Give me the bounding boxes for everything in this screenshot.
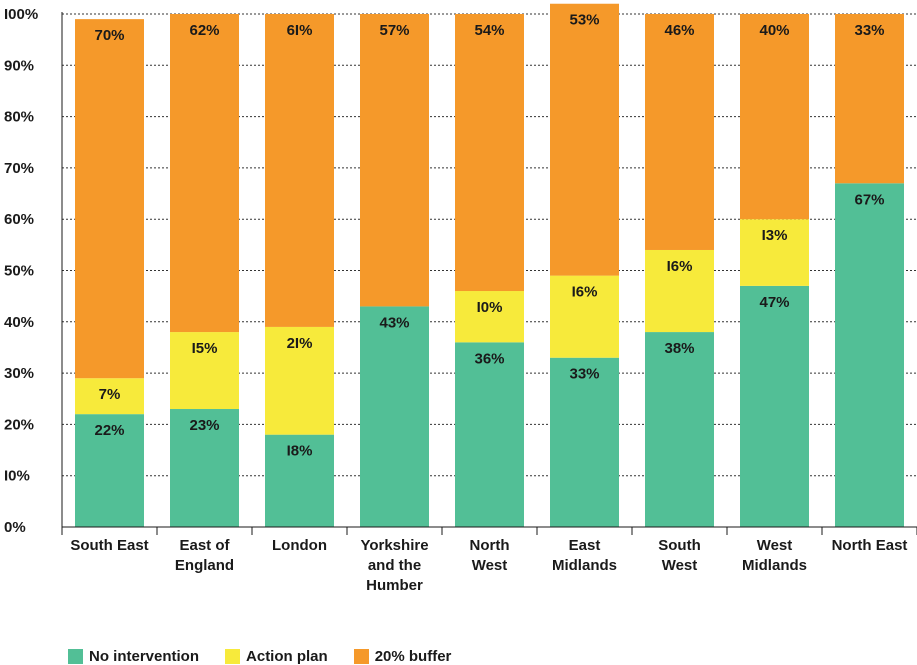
y-tick-label: I00%: [4, 6, 38, 23]
data-label: I3%: [762, 227, 788, 244]
bar-segment-20-buffer: [265, 14, 334, 327]
y-tick-label: 30%: [4, 365, 34, 382]
y-tick-label: 50%: [4, 263, 34, 280]
y-tick-label: 70%: [4, 160, 34, 177]
data-label: I6%: [667, 258, 693, 275]
bar-segment-action-plan: [170, 332, 239, 410]
bar-segment-no-intervention: [360, 306, 429, 527]
data-label: 7%: [99, 386, 121, 403]
data-label: 47%: [759, 294, 789, 311]
bar-segment-20-buffer: [645, 14, 714, 250]
y-tick-label: I0%: [4, 468, 30, 485]
data-label: 57%: [379, 22, 409, 39]
x-category-label: East of England: [175, 537, 234, 574]
data-label: 23%: [189, 417, 219, 434]
data-label: 43%: [379, 314, 409, 331]
x-category-label: South West: [658, 537, 701, 574]
legend-item-action-plan: Action plan: [225, 648, 328, 665]
legend-label-20-buffer: 20% buffer: [374, 648, 452, 665]
data-label: I5%: [192, 340, 218, 357]
stacked-bar-chart: 0% I0% 20% 30% 40% 50% 60% 70% 80% 90% I00% 22% 7% 70…: [4, 3, 917, 594]
bar-segment-no-intervention: [740, 285, 809, 527]
legend-swatch-no-intervention: [68, 649, 83, 664]
bar-segment-action-plan: [265, 326, 334, 435]
bar-segment-20-buffer: [835, 14, 904, 184]
bar-segment-20-buffer: [75, 19, 144, 379]
legend-swatch-20-buffer: [353, 649, 369, 664]
y-tick-label: 20%: [4, 416, 34, 433]
bar-segment-no-intervention: [550, 357, 619, 527]
bar-segment-20-buffer: [170, 14, 239, 333]
bar-segment-no-intervention: [265, 434, 334, 527]
data-label: 46%: [664, 22, 694, 39]
legend-swatch-action-plan: [225, 649, 241, 664]
bar-segment-no-intervention: [455, 342, 524, 527]
bar-segment-no-intervention: [75, 414, 144, 527]
data-label: 53%: [569, 12, 599, 29]
data-label: 33%: [854, 22, 884, 39]
legend-label-no-intervention: No intervention: [89, 648, 200, 665]
data-label: I6%: [572, 284, 598, 301]
legend: No intervention Action plan 20% buffer: [68, 648, 477, 665]
x-category-label: North West: [470, 537, 510, 574]
bar-segment-no-intervention: [645, 332, 714, 527]
bar-segment-action-plan: [455, 291, 524, 343]
y-tick-label: 60%: [4, 211, 34, 228]
x-category-label: West Midlands: [742, 537, 807, 574]
data-label: 33%: [569, 366, 599, 383]
bar-segment-20-buffer: [740, 14, 809, 220]
y-tick-label: 80%: [4, 109, 34, 126]
bar-segment-no-intervention: [835, 183, 904, 528]
data-label: I0%: [477, 299, 503, 316]
data-label: 40%: [759, 22, 789, 39]
x-category-label: Yorkshire and the Humber: [360, 537, 428, 594]
y-tick-label: 40%: [4, 314, 34, 331]
legend-item-no-intervention: No intervention: [68, 648, 199, 665]
legend-label-action-plan: Action plan: [246, 648, 328, 665]
y-tick-label: 0%: [4, 519, 26, 536]
data-label: 6I%: [287, 22, 313, 39]
data-label: 22%: [94, 422, 124, 439]
data-label: 38%: [664, 340, 694, 357]
x-category-label: East Midlands: [552, 537, 617, 574]
bar-segment-action-plan: [740, 219, 809, 286]
legend-item-20-buffer: 20% buffer: [353, 648, 452, 665]
y-tick-label: 90%: [4, 57, 34, 74]
bar-segment-20-buffer: [550, 3, 619, 276]
data-label: 2I%: [287, 335, 313, 352]
bar-segment-20-buffer: [360, 14, 429, 307]
data-label: 54%: [474, 22, 504, 39]
data-label: 62%: [189, 22, 219, 39]
bar-segment-20-buffer: [455, 14, 524, 292]
bar-segment-no-intervention: [170, 409, 239, 527]
x-category-label: North East: [832, 537, 908, 554]
data-label: 70%: [94, 27, 124, 44]
data-label: 67%: [854, 191, 884, 208]
bar-segment-action-plan: [550, 275, 619, 358]
x-category-label: South East: [70, 537, 148, 554]
x-category-label: London: [272, 537, 327, 554]
bar-segment-action-plan: [75, 378, 144, 415]
data-label: 36%: [474, 350, 504, 367]
data-label: I8%: [287, 443, 313, 460]
bar-segment-action-plan: [645, 249, 714, 333]
